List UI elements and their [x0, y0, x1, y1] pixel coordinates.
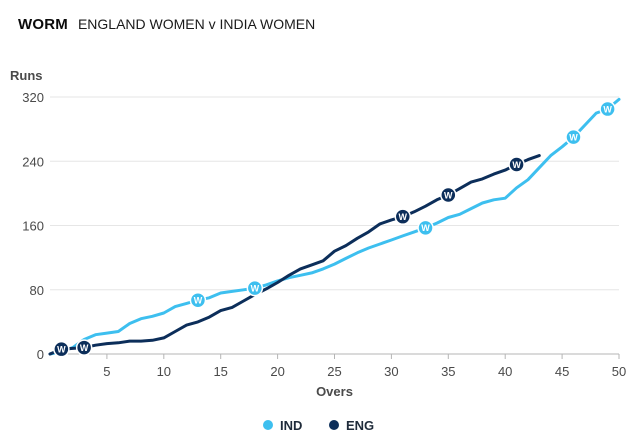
y-tick-label: 240 — [22, 154, 44, 169]
x-tick-label: 45 — [555, 364, 569, 379]
wicket-marker-eng[interactable]: W — [394, 208, 412, 225]
legend-ind-label[interactable]: IND — [280, 418, 302, 433]
x-tick-label: 20 — [270, 364, 284, 379]
wicket-dot[interactable] — [417, 219, 434, 237]
wicket-marker-eng[interactable]: W — [508, 156, 525, 173]
x-tick-label: 35 — [441, 364, 455, 379]
wicket-dot[interactable] — [246, 279, 264, 297]
wicket-marker-ind[interactable]: W — [565, 128, 582, 146]
wicket-marker-eng[interactable]: W — [53, 340, 70, 358]
wicket-dot[interactable] — [440, 186, 457, 204]
wicket-marker-ind[interactable]: W — [246, 279, 264, 297]
y-tick-label: 0 — [37, 347, 44, 362]
x-tick-label: 15 — [213, 364, 227, 379]
y-tick-label: 80 — [30, 283, 44, 298]
series-lines — [48, 97, 621, 356]
x-axis-label: Overs — [316, 384, 353, 399]
wicket-label: W — [603, 104, 612, 114]
wicket-marker-eng[interactable]: W — [75, 339, 93, 356]
wicket-label: W — [421, 223, 430, 233]
x-tick-label: 5 — [103, 364, 110, 379]
wicket-label: W — [399, 212, 408, 222]
wicket-marker-ind[interactable]: W — [189, 291, 207, 309]
wicket-label: W — [512, 160, 521, 170]
chart-header: WORM ENGLAND WOMEN v INDIA WOMEN — [18, 16, 315, 38]
wicket-dot[interactable] — [508, 156, 525, 173]
wicket-markers[interactable]: W W W W W W W W W W — [53, 100, 616, 358]
axes: Runs Overs 0 80 160 240 320 5 10 15 20 25 30 35 40 45… — [10, 68, 626, 399]
y-tick-label: 160 — [22, 219, 44, 234]
wicket-label: W — [80, 343, 89, 353]
wicket-label: W — [194, 295, 203, 305]
wicket-dot[interactable] — [75, 339, 93, 356]
wicket-marker-eng[interactable]: W — [440, 186, 457, 204]
chart-subtitle: ENGLAND WOMEN v INDIA WOMEN — [77, 16, 316, 32]
y-axis-label: Runs — [10, 68, 43, 83]
gridlines — [50, 96, 619, 291]
wicket-dot[interactable] — [565, 128, 582, 146]
x-tick-label: 10 — [157, 364, 171, 379]
chart-title: WORM — [18, 16, 68, 33]
x-tick-label: 40 — [498, 364, 512, 379]
wicket-label: W — [57, 344, 66, 354]
legend-ind-marker[interactable] — [263, 420, 273, 430]
wicket-marker-ind[interactable]: W — [417, 219, 434, 237]
wicket-marker-ind[interactable]: W — [599, 100, 616, 118]
x-tick-label: 30 — [384, 364, 398, 379]
series-line-ind[interactable] — [48, 97, 621, 356]
series-line-eng[interactable] — [48, 154, 541, 356]
wicket-dot[interactable] — [394, 208, 412, 225]
wicket-label: W — [569, 132, 578, 142]
wicket-dot[interactable] — [189, 291, 207, 309]
wicket-label: W — [251, 283, 260, 293]
legend-eng-label[interactable]: ENG — [346, 418, 374, 433]
legend-eng-marker[interactable] — [329, 420, 339, 430]
wicket-dot[interactable] — [53, 340, 70, 358]
x-tick-label: 25 — [327, 364, 341, 379]
legend: IND ENG — [263, 418, 374, 433]
wicket-dot[interactable] — [599, 100, 616, 118]
x-tick-label: 50 — [612, 364, 626, 379]
y-tick-label: 320 — [22, 90, 44, 105]
wicket-label: W — [444, 190, 453, 200]
